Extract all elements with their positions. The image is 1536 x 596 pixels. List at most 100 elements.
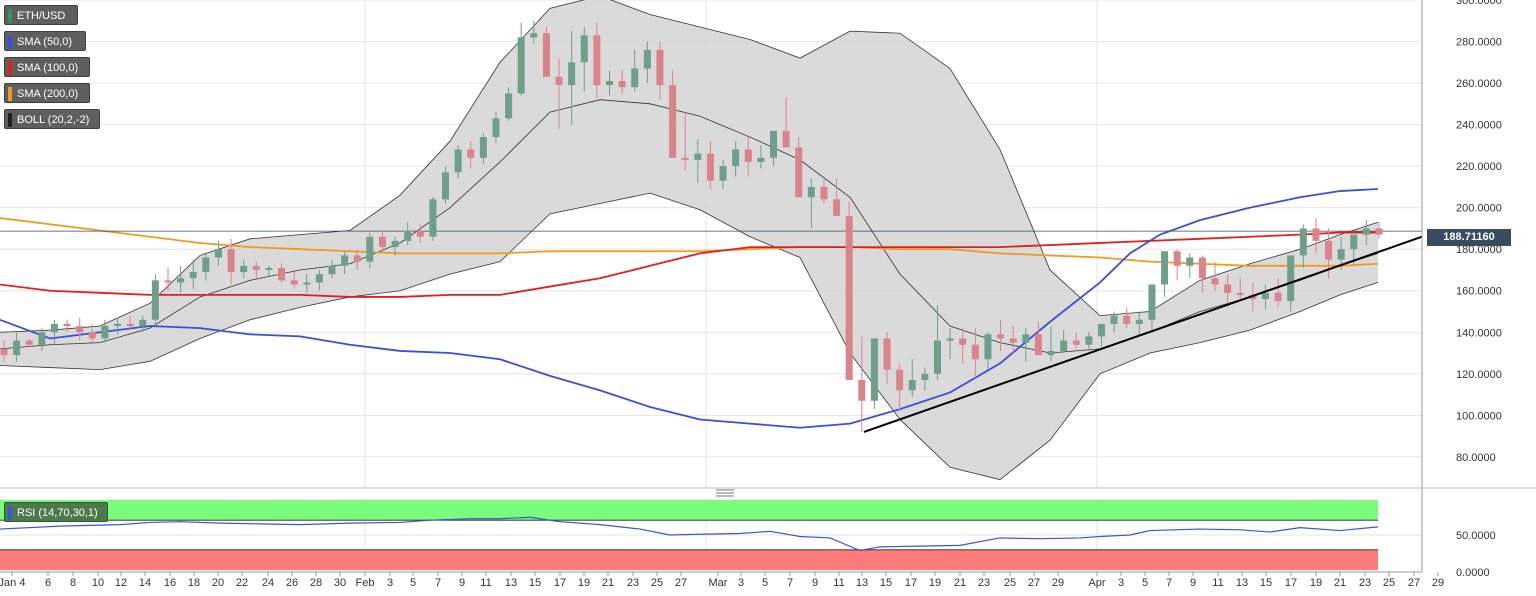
candle-body (1110, 315, 1118, 324)
legend-sma100-label: SMA (100,0) (17, 62, 79, 74)
legend-boll[interactable]: BOLL (20,2,-2) (4, 109, 100, 129)
candle-body (896, 369, 904, 391)
candle-body (139, 319, 147, 327)
candle-body (1337, 249, 1345, 260)
legend-symbol[interactable]: ETH/USD (4, 5, 78, 25)
candle-body (88, 332, 96, 339)
x-tick-label: 7 (435, 577, 441, 589)
legend-boll-label: BOLL (20,2,-2) (17, 114, 90, 126)
candle-body (1022, 334, 1030, 343)
candle-body (971, 344, 979, 360)
candle-body (76, 326, 84, 333)
candle-body (101, 326, 109, 339)
x-tick-label: 21 (602, 577, 614, 589)
candle-body (769, 130, 777, 158)
x-tick-label: 13 (505, 577, 517, 589)
x-tick-label: 23 (1359, 577, 1371, 589)
y-tick-label: 100.0000 (1456, 410, 1502, 422)
candle-body (378, 236, 386, 248)
candle-body (833, 199, 841, 216)
x-tick-label: 27 (1408, 577, 1420, 589)
x-tick-label: 5 (1142, 577, 1148, 589)
y-tick-label: 180.0000 (1456, 244, 1502, 256)
current-price-tag: 188.71160 (1427, 229, 1511, 246)
y-tick-label: 160.0000 (1456, 286, 1502, 298)
x-tick-label: Apr (1088, 577, 1105, 589)
rsi-overbought-zone (0, 500, 1378, 521)
x-tick-label: 22 (236, 577, 248, 589)
x-tick-label: 29 (1052, 577, 1064, 589)
legend-swatch (8, 9, 12, 23)
candle-body (681, 157, 689, 160)
candle-body (240, 265, 248, 273)
candle-body (479, 137, 487, 158)
rsi-panel (0, 500, 1422, 570)
x-tick-label: 21 (1334, 577, 1346, 589)
legend-swatch (8, 61, 12, 75)
candle-body (542, 33, 550, 77)
candle-body (845, 215, 853, 381)
rsi-oversold-zone (0, 549, 1378, 570)
x-tick-label: 9 (1190, 577, 1196, 589)
legend-swatch (8, 113, 12, 127)
x-tick-label: 27 (1028, 577, 1040, 589)
candle-body (1034, 334, 1042, 356)
candle-body (1072, 340, 1080, 345)
candle-body (429, 199, 437, 237)
candle-body (555, 76, 563, 86)
candle-body (252, 265, 260, 270)
candle-body (1375, 228, 1383, 235)
candle-body (328, 265, 336, 275)
candle-body (0, 348, 8, 356)
x-tick-label: 3 (1118, 577, 1124, 589)
candle-body (820, 186, 828, 200)
candle-body (1161, 251, 1169, 285)
legend-swatch (8, 87, 12, 101)
candle-body (921, 373, 929, 381)
y-tick-label: 220.0000 (1456, 161, 1502, 173)
x-tick-label: 20 (212, 577, 224, 589)
candle-body (1350, 234, 1358, 250)
candle-body (1097, 323, 1105, 337)
x-tick-label: 13 (1236, 577, 1248, 589)
legend-sma50[interactable]: SMA (50,0) (4, 31, 86, 51)
candle-body (1299, 228, 1307, 256)
x-tick-label: 30 (334, 577, 346, 589)
candle-body (404, 230, 412, 241)
candle-body (391, 240, 399, 248)
sma50-line (0, 188, 1379, 429)
candle-body (908, 380, 916, 391)
candle-body (782, 130, 790, 148)
candle-body (366, 236, 374, 262)
candle-body (1009, 338, 1017, 343)
y-tick-label: 140.0000 (1456, 327, 1502, 339)
candle-body (1312, 228, 1320, 241)
y-tick-label: 280.0000 (1456, 37, 1502, 49)
x-tick-label: 9 (459, 577, 465, 589)
x-tick-label: 19 (1310, 577, 1322, 589)
x-tick-label: 14 (139, 577, 151, 589)
legend-sma200-label: SMA (200,0) (17, 88, 79, 100)
support-trendline (863, 235, 1423, 433)
x-tick-label: 7 (1166, 577, 1172, 589)
x-tick-label: 6 (45, 577, 51, 589)
candle-body (202, 257, 210, 273)
legend-sma100[interactable]: SMA (100,0) (4, 57, 90, 77)
boll-upper (0, 0, 1379, 333)
candle-body (1047, 350, 1055, 356)
candle-body (1261, 292, 1269, 300)
x-tick-label: 25 (1004, 577, 1016, 589)
x-tick-label: Jan 4 (0, 577, 25, 589)
legend-rsi[interactable]: RSI (14,70,30,1) (4, 502, 108, 522)
candle-body (416, 230, 424, 237)
candle-body (1085, 336, 1093, 345)
rsi-line (0, 516, 1379, 552)
x-tick-label: 23 (627, 577, 639, 589)
x-tick-label: Mar (709, 577, 728, 589)
legend-sma200[interactable]: SMA (200,0) (4, 83, 90, 103)
x-tick-label: 25 (1383, 577, 1395, 589)
candle-body (669, 85, 677, 158)
x-tick-label: 15 (880, 577, 892, 589)
